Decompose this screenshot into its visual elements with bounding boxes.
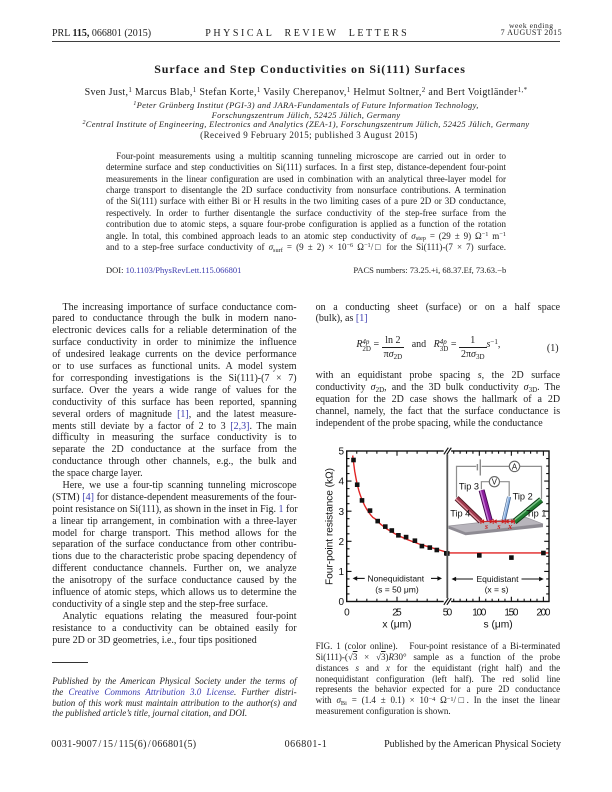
svg-text:(x = s): (x = s) bbox=[485, 585, 509, 595]
svg-text:s: s bbox=[496, 522, 500, 531]
svg-text:Tip 4: Tip 4 bbox=[450, 509, 470, 519]
svg-text:0: 0 bbox=[344, 607, 350, 618]
svg-text:Tip 2: Tip 2 bbox=[513, 492, 533, 502]
svg-text:Tip 3: Tip 3 bbox=[459, 481, 479, 491]
svg-text:200: 200 bbox=[536, 607, 550, 618]
svg-text:V: V bbox=[492, 478, 498, 487]
svg-text:Four-point resistance (kΩ): Four-point resistance (kΩ) bbox=[325, 468, 336, 585]
svg-text:100: 100 bbox=[472, 607, 486, 618]
svg-text:5: 5 bbox=[338, 447, 344, 458]
svg-text:A: A bbox=[512, 462, 518, 471]
svg-text:Nonequidistant: Nonequidistant bbox=[367, 574, 424, 584]
svg-text:s (μm): s (μm) bbox=[484, 620, 513, 631]
svg-text:2: 2 bbox=[338, 537, 344, 548]
svg-text:150: 150 bbox=[504, 607, 518, 618]
svg-text:0: 0 bbox=[338, 597, 344, 608]
svg-text:Tip 1: Tip 1 bbox=[526, 509, 546, 519]
svg-text:(s = 50 μm): (s = 50 μm) bbox=[375, 585, 419, 595]
svg-text:50: 50 bbox=[443, 607, 453, 618]
svg-text:s: s bbox=[484, 522, 488, 531]
svg-text:25: 25 bbox=[392, 607, 402, 618]
svg-text:3: 3 bbox=[338, 507, 344, 518]
svg-text:4: 4 bbox=[338, 477, 344, 488]
svg-text:x: x bbox=[507, 522, 512, 531]
svg-text:Equidistant: Equidistant bbox=[476, 574, 519, 584]
svg-text:x (μm): x (μm) bbox=[382, 620, 411, 631]
svg-text:1: 1 bbox=[338, 567, 344, 578]
